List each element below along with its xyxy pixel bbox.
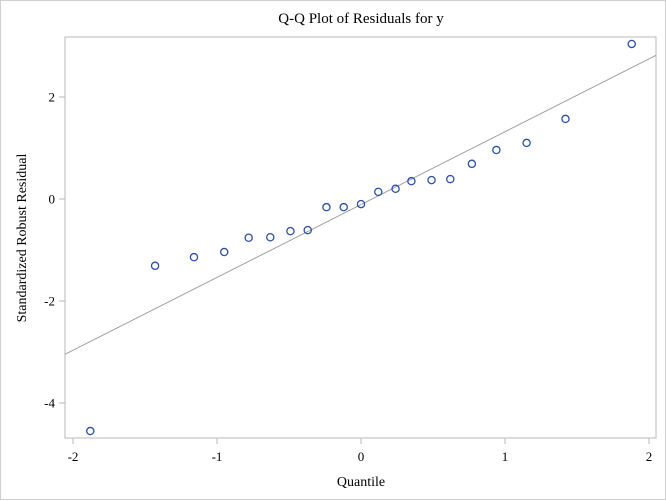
x-axis-title: Quantile [337, 475, 385, 490]
y-axis: 2 0 -2 -4 [44, 90, 65, 411]
reference-line-segment [64, 54, 657, 355]
data-point [522, 138, 531, 148]
y-tick-label: -4 [44, 396, 55, 411]
data-point [86, 426, 95, 436]
data-point [446, 174, 455, 184]
data-point [627, 39, 636, 49]
x-tick-label: -2 [68, 449, 79, 464]
data-point [356, 199, 366, 209]
reference-line [64, 54, 657, 355]
data-point [266, 232, 275, 242]
x-tick-label: -1 [212, 449, 223, 464]
data-point [219, 247, 229, 257]
data-point [303, 225, 312, 235]
chart-title: Q-Q Plot of Residuals for y [278, 11, 444, 27]
data-point [391, 184, 400, 194]
data-point [189, 252, 199, 262]
data-point [322, 202, 331, 212]
data-point [492, 145, 501, 155]
x-tick-label: 0 [358, 449, 365, 464]
x-tick-label: 1 [502, 449, 509, 464]
y-tick-label: 2 [49, 90, 56, 105]
data-point [286, 226, 295, 236]
data-point [427, 175, 436, 185]
x-tick-label: 2 [646, 449, 653, 464]
data-point [374, 187, 383, 197]
y-tick-label: -2 [44, 294, 55, 309]
data-point [467, 159, 477, 169]
data-point [561, 114, 570, 124]
plot-frame [64, 36, 657, 439]
y-axis-title: Standardized Robust Residual [15, 154, 30, 323]
data-points [86, 39, 636, 436]
data-point [150, 261, 160, 271]
data-point [339, 202, 348, 212]
data-point [244, 233, 253, 243]
y-tick-label: 0 [49, 192, 56, 207]
x-axis: -2 -1 0 1 2 [68, 438, 653, 464]
data-point [407, 176, 416, 186]
